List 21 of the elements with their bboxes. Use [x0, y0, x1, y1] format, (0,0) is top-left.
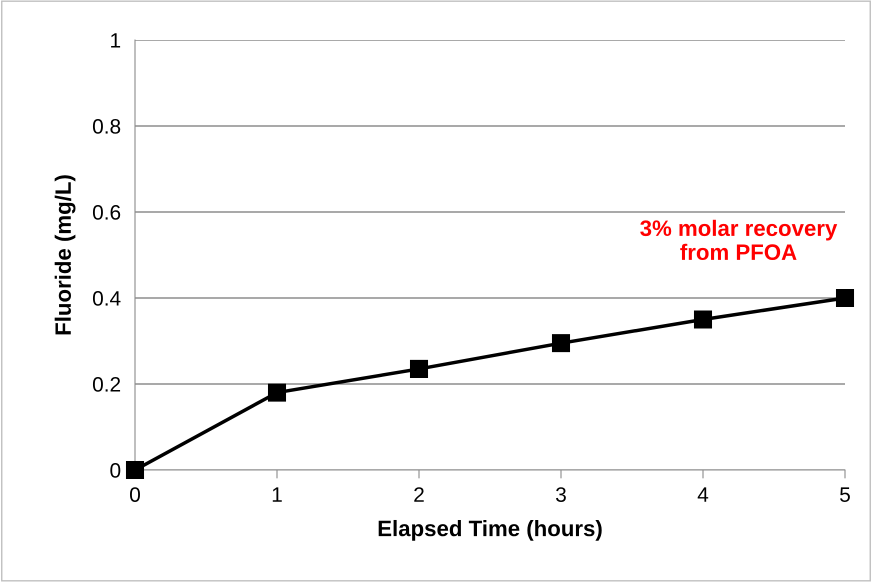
- y-tick-label: 1: [111, 33, 120, 48]
- point: [126, 460, 144, 480]
- point: [836, 288, 854, 308]
- y-tick-label: 0.8: [92, 119, 120, 134]
- y-tick-label: 0.4: [92, 291, 121, 306]
- annotation: 3% molar recovery from PFOA: [640, 220, 838, 260]
- x-tick-label: 2: [414, 487, 424, 502]
- point: [694, 310, 712, 329]
- y-tick-label: 0.2: [92, 377, 120, 392]
- y-tick-label: 0.6: [92, 205, 120, 220]
- x-tick-label: 0: [130, 487, 140, 502]
- x-tick-label: 1: [272, 487, 282, 502]
- point: [410, 360, 428, 378]
- x-tick-label: 4: [698, 487, 708, 502]
- point: [552, 334, 570, 352]
- x-axis-title: Elapsed Time (hours): [378, 520, 602, 541]
- x-tick-label: 3: [556, 487, 566, 502]
- x-tick-label: 5: [840, 487, 850, 502]
- y-tick-label: 0: [110, 463, 120, 478]
- y-axis-title: Fluoride (mg/L): [54, 175, 76, 334]
- point: [268, 384, 286, 402]
